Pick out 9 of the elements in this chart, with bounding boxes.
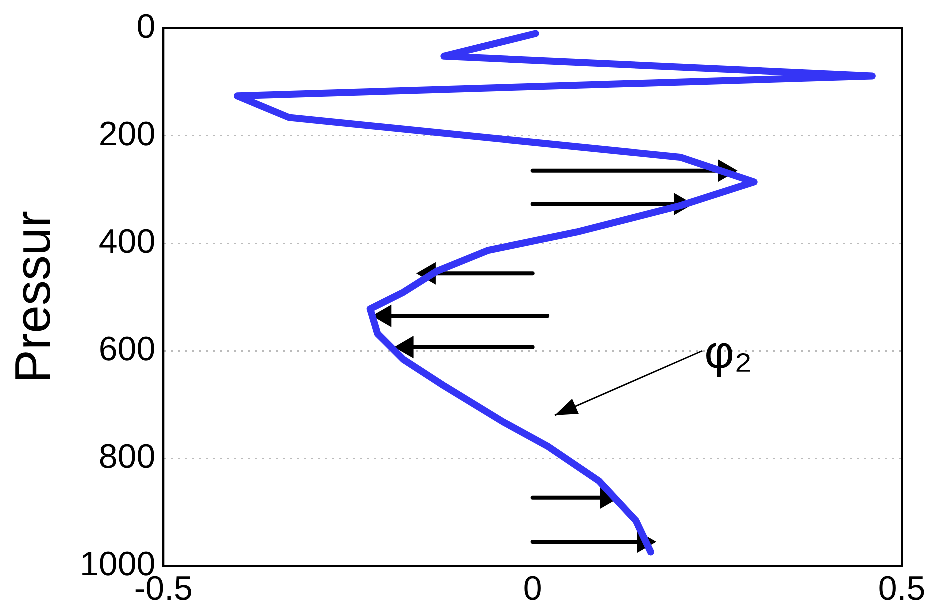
x-tick-label: 0.5 [878, 570, 926, 608]
y-tick-label: 800 [98, 438, 156, 476]
annotation: φ₂ [704, 326, 752, 378]
y-tick-label: 600 [98, 330, 156, 368]
y-tick-label: 200 [98, 115, 156, 154]
y-axis-title: Pressur [4, 211, 61, 384]
y-tick-label: 400 [98, 222, 156, 261]
x-tick-label: 0 [523, 570, 542, 608]
y-tick-label: 0 [136, 8, 156, 46]
